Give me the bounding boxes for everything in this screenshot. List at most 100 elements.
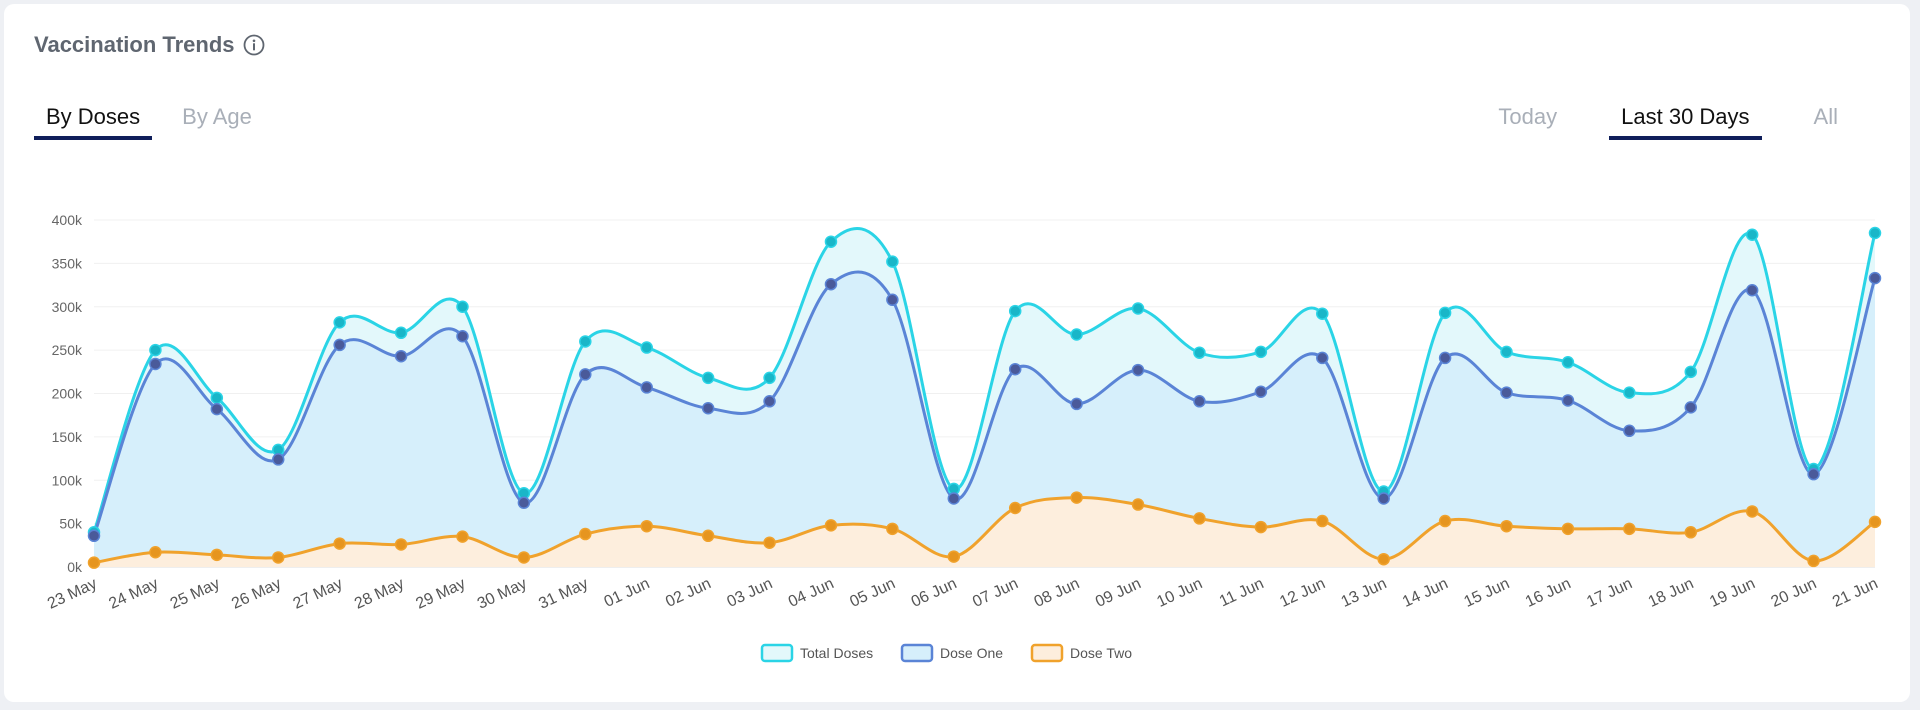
data-point[interactable] (210, 402, 224, 416)
data-point[interactable] (1438, 306, 1452, 320)
data-point[interactable] (1131, 302, 1145, 315)
data-point[interactable] (1868, 226, 1882, 240)
data-point[interactable] (271, 551, 285, 564)
data-point[interactable] (1193, 346, 1206, 359)
data-point[interactable] (1623, 424, 1636, 438)
data-point[interactable] (1254, 385, 1268, 399)
data-point[interactable] (1561, 356, 1575, 369)
data-point[interactable] (886, 522, 899, 536)
legend-label[interactable]: Total Doses (800, 645, 873, 661)
data-point[interactable] (1316, 514, 1329, 528)
data-point[interactable] (1745, 228, 1759, 241)
data-point[interactable] (1684, 401, 1698, 414)
data-point[interactable] (763, 395, 776, 408)
legend-label[interactable]: Dose Two (1070, 645, 1132, 661)
data-point[interactable] (456, 300, 469, 313)
data-point[interactable] (1070, 397, 1083, 411)
data-point[interactable] (1377, 552, 1390, 566)
data-point[interactable] (1684, 526, 1698, 539)
data-point[interactable] (1745, 284, 1759, 297)
data-point[interactable] (701, 401, 715, 415)
data-point[interactable] (640, 519, 653, 533)
data-point[interactable] (763, 536, 776, 549)
data-point[interactable] (824, 519, 838, 532)
data-point[interactable] (947, 492, 961, 505)
data-point[interactable] (1868, 515, 1882, 529)
legend-swatch[interactable] (1030, 643, 1064, 663)
data-point[interactable] (579, 368, 592, 381)
y-tick-label: 50k (59, 516, 83, 532)
data-point[interactable] (149, 357, 162, 371)
data-point[interactable] (1193, 395, 1206, 408)
data-point[interactable] (1254, 345, 1268, 359)
data-point[interactable] (517, 551, 531, 564)
data-point[interactable] (333, 316, 346, 329)
data-point[interactable] (701, 529, 715, 543)
data-point[interactable] (1684, 365, 1698, 379)
data-point[interactable] (210, 391, 224, 405)
data-point[interactable] (824, 235, 838, 248)
data-point[interactable] (394, 349, 408, 363)
data-point[interactable] (149, 546, 162, 559)
data-point[interactable] (271, 453, 285, 466)
data-point[interactable] (333, 338, 346, 352)
tab-today[interactable]: Today (1498, 104, 1558, 129)
tab-by-doses[interactable]: By Doses (34, 104, 153, 140)
data-point[interactable] (1868, 271, 1882, 285)
data-point[interactable] (1008, 501, 1022, 515)
data-point[interactable] (1623, 386, 1636, 399)
data-point[interactable] (1193, 512, 1206, 525)
legend-swatch[interactable] (900, 643, 934, 663)
data-point[interactable] (210, 548, 224, 562)
data-point[interactable] (1008, 362, 1022, 376)
data-point[interactable] (1500, 386, 1513, 399)
data-point[interactable] (1131, 498, 1145, 511)
data-point[interactable] (1070, 491, 1083, 504)
data-point[interactable] (333, 537, 346, 550)
x-tick-label: 07 Jun (970, 575, 1021, 611)
data-point[interactable] (517, 496, 531, 510)
data-point[interactable] (579, 527, 592, 541)
data-point[interactable] (701, 371, 715, 385)
data-point[interactable] (1377, 492, 1390, 505)
data-point[interactable] (824, 277, 838, 291)
data-point[interactable] (886, 293, 899, 307)
data-point[interactable] (87, 556, 101, 569)
data-point[interactable] (1745, 505, 1759, 518)
data-point[interactable] (1500, 345, 1513, 359)
data-point[interactable] (1807, 467, 1820, 481)
data-point[interactable] (1316, 351, 1329, 365)
tab-by-age[interactable]: By Age (182, 104, 252, 129)
data-point[interactable] (1561, 394, 1575, 407)
data-point[interactable] (394, 538, 408, 551)
data-point[interactable] (1561, 522, 1575, 536)
data-point[interactable] (763, 371, 776, 385)
data-point[interactable] (1316, 307, 1329, 320)
data-point[interactable] (1438, 514, 1452, 528)
data-point[interactable] (1500, 519, 1513, 533)
y-tick-label: 350k (52, 255, 83, 271)
data-point[interactable] (640, 341, 653, 354)
data-point[interactable] (394, 326, 408, 340)
data-point[interactable] (886, 255, 899, 268)
data-point[interactable] (640, 381, 653, 394)
data-point[interactable] (149, 343, 162, 357)
data-point[interactable] (1807, 554, 1820, 568)
data-point[interactable] (1254, 520, 1268, 534)
data-point[interactable] (579, 335, 592, 348)
data-point[interactable] (456, 329, 469, 343)
data-point[interactable] (1008, 304, 1022, 318)
legend-swatch[interactable] (760, 643, 794, 663)
data-point[interactable] (1070, 328, 1083, 341)
tab-last-30-days[interactable]: Last 30 Days (1609, 104, 1762, 140)
info-icon[interactable] (243, 34, 265, 56)
data-point[interactable] (1438, 351, 1452, 365)
x-tick-label: 25 May (168, 575, 223, 613)
tab-all[interactable]: All (1813, 104, 1838, 129)
data-point[interactable] (1131, 363, 1145, 377)
data-point[interactable] (456, 530, 469, 543)
data-point[interactable] (947, 550, 961, 563)
data-point[interactable] (1623, 522, 1636, 536)
legend-label[interactable]: Dose One (940, 645, 1003, 661)
data-point[interactable] (87, 529, 101, 543)
